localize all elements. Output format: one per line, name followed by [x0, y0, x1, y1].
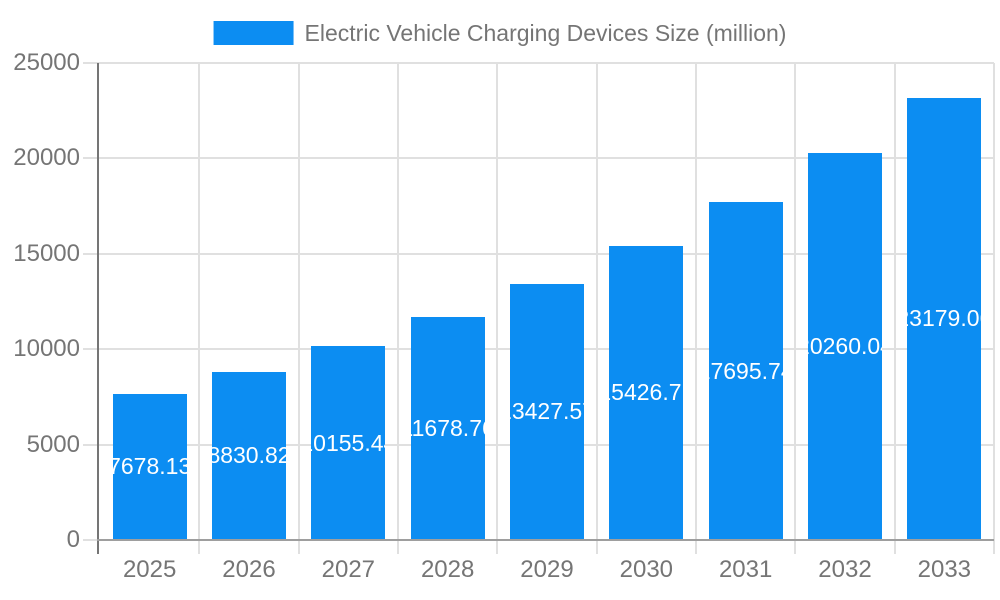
gridline-horizontal — [100, 252, 994, 255]
gridline-vertical — [695, 63, 697, 554]
legend-label: Electric Vehicle Charging Devices Size (… — [304, 19, 787, 46]
bar[interactable]: 17695.74 — [708, 202, 783, 540]
y-axis-line — [97, 63, 99, 554]
bar-value-label: 15426.71 — [609, 379, 683, 406]
bar[interactable]: 20260.04 — [808, 153, 882, 540]
gridline-vertical — [397, 63, 399, 554]
y-tick-label: 0 — [66, 526, 80, 553]
y-tick-mark — [83, 348, 100, 351]
x-tick-label: 2026 — [222, 556, 276, 583]
bar-value-label: 8830.82 — [212, 442, 286, 469]
x-tick-label: 2029 — [520, 556, 574, 583]
y-tick-mark — [83, 539, 100, 541]
bar-value-label: 13427.57 — [510, 398, 584, 425]
bar-value-label: 20260.04 — [808, 333, 882, 360]
bar-value-label: 10155.44 — [311, 429, 385, 456]
y-tick-mark — [83, 62, 100, 64]
y-tick-mark — [83, 252, 100, 255]
x-tick-label: 2025 — [122, 556, 177, 583]
y-tick-label: 5000 — [26, 430, 80, 458]
bar-value-label: 23179.06 — [907, 305, 981, 332]
x-tick-label: 2032 — [818, 556, 872, 583]
bar[interactable]: 13427.57 — [510, 283, 584, 540]
x-tick-label: 2027 — [321, 556, 376, 583]
bar[interactable]: 23179.06 — [907, 97, 982, 540]
x-tick-label: 2033 — [917, 556, 972, 583]
bar[interactable]: 15426.71 — [609, 245, 684, 540]
gridline-vertical — [595, 63, 598, 554]
chart-legend[interactable]: Electric Vehicle Charging Devices Size (… — [213, 17, 787, 49]
gridline-vertical — [794, 63, 797, 554]
bar[interactable]: 8830.82 — [212, 371, 286, 540]
bar[interactable]: 10155.44 — [311, 346, 386, 540]
gridline-horizontal — [100, 62, 994, 64]
y-tick-label: 20000 — [13, 144, 80, 172]
bar-value-label: 11678.76 — [411, 415, 485, 442]
x-tick-label: 2028 — [420, 556, 475, 583]
gridline-vertical — [496, 63, 499, 554]
gridline-vertical — [198, 63, 201, 554]
bar-value-label: 7678.13 — [112, 453, 187, 480]
bar-value-label: 17695.74 — [709, 357, 783, 384]
y-tick-label: 15000 — [13, 239, 80, 267]
bar[interactable]: 7678.13 — [112, 393, 187, 540]
y-tick-label: 25000 — [13, 49, 80, 76]
gridline-vertical — [993, 63, 995, 554]
x-axis-baseline — [97, 539, 994, 541]
bar[interactable]: 11678.76 — [410, 317, 485, 540]
gridline-vertical — [297, 63, 300, 554]
x-tick-label: 2031 — [718, 556, 773, 583]
gridline-vertical — [893, 63, 896, 554]
y-tick-label: 10000 — [13, 335, 80, 363]
legend-color-swatch — [213, 21, 294, 45]
gridline-horizontal — [100, 157, 994, 160]
y-tick-mark — [83, 443, 100, 446]
y-tick-mark — [83, 157, 100, 160]
x-tick-label: 2030 — [619, 556, 674, 583]
